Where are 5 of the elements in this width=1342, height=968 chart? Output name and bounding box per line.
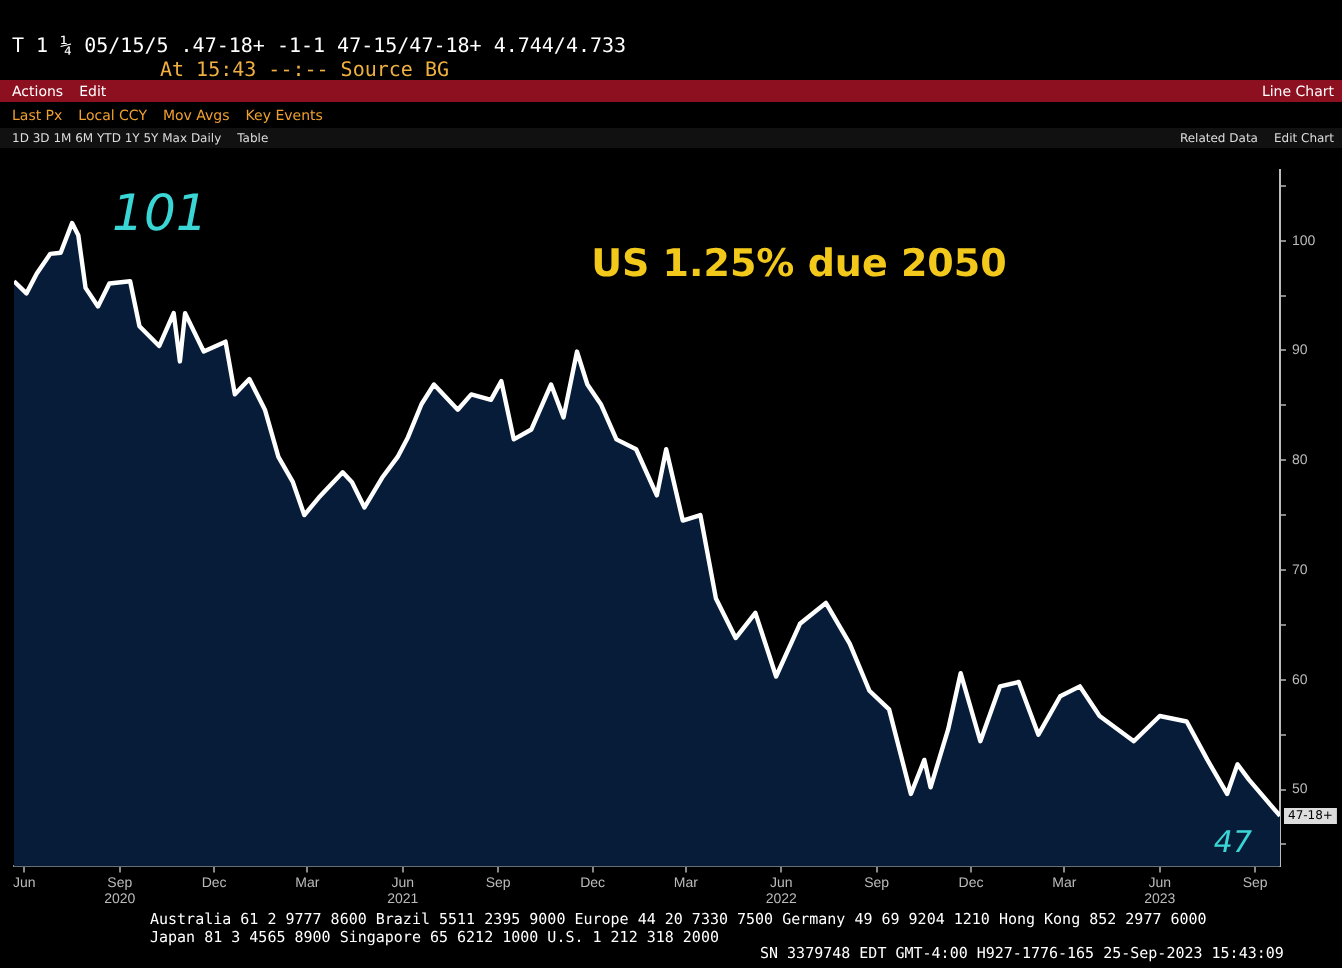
text: US 1.25% due 2050 [591,242,1007,287]
annotation: 101 [112,184,208,243]
text: At 15:43 --:-- Source BG [160,60,449,82]
annotation: 47 [1213,823,1253,860]
chart-subtitle: T 1 ¼ 05/15/5 .47-18+ -1-1 47-15/47-18+ 4.744/4.733 [10,36,629,58]
